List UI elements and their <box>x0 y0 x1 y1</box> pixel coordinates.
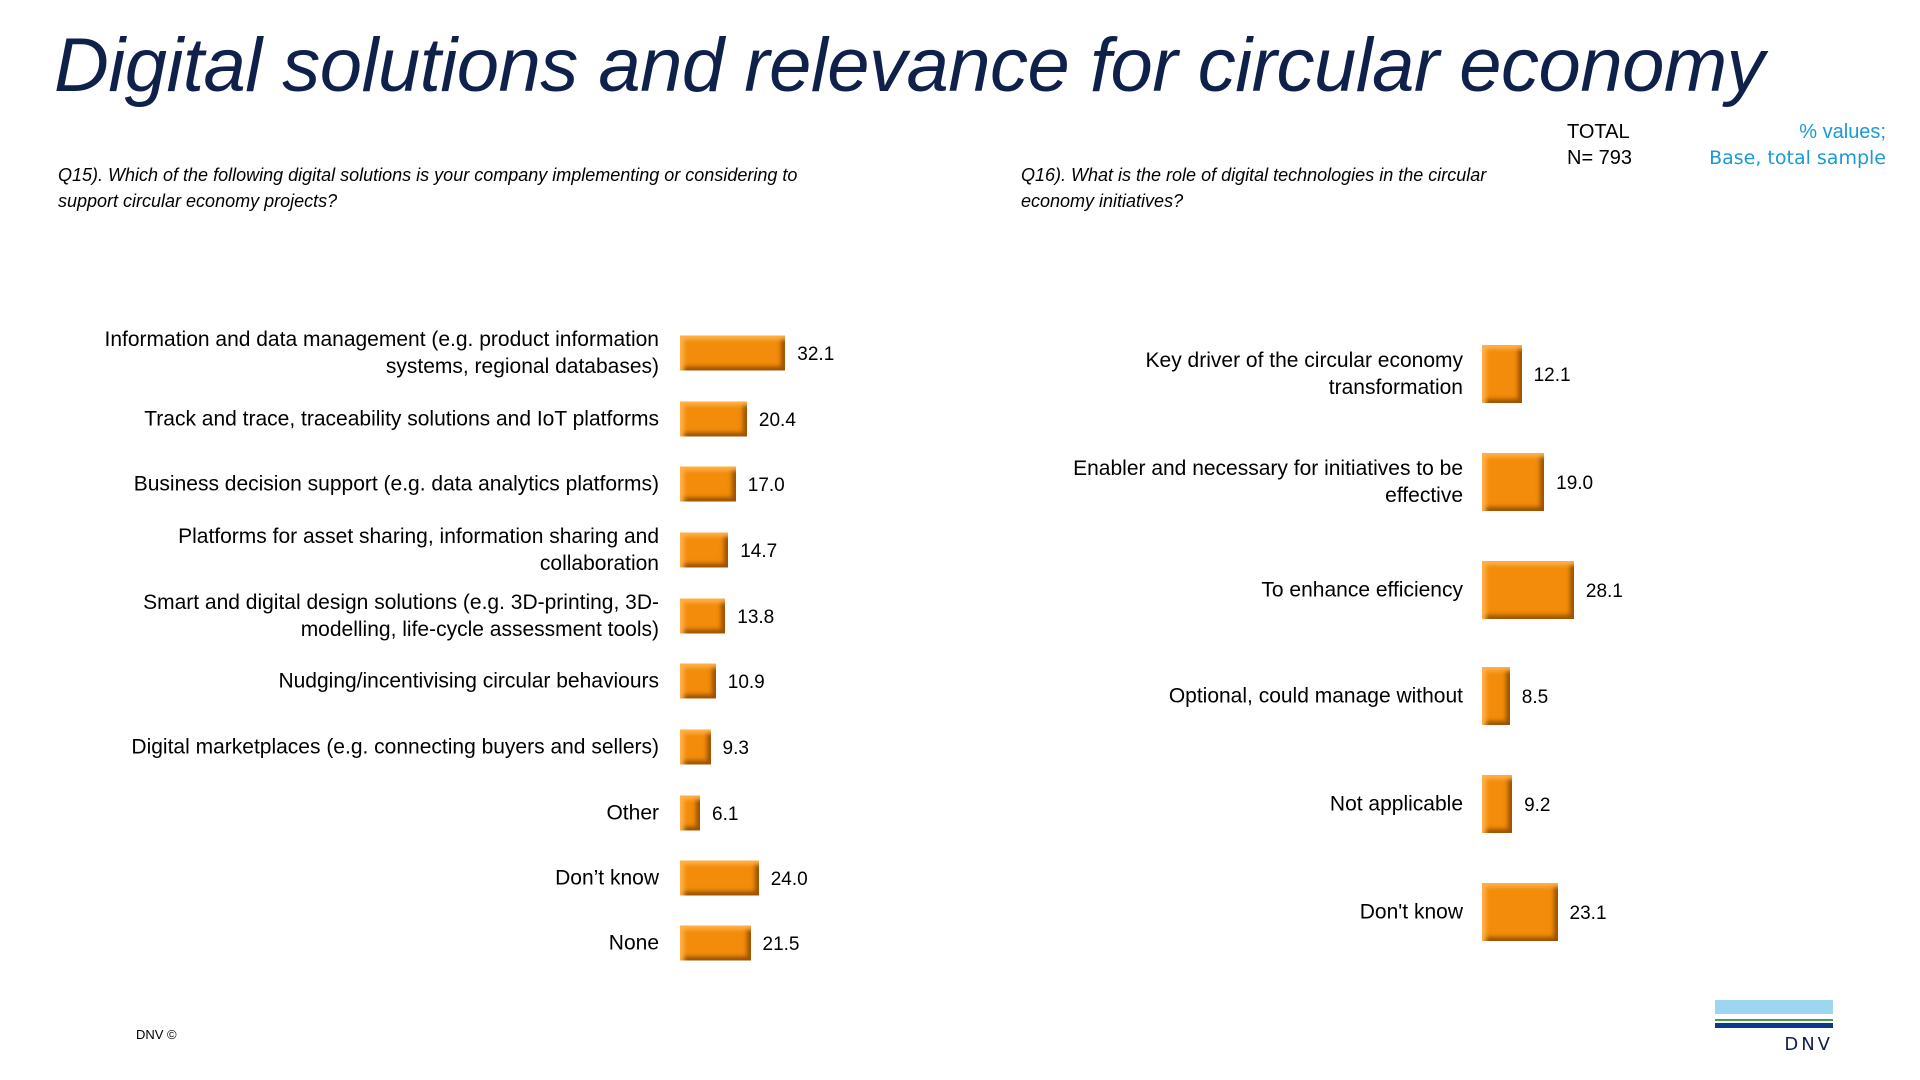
data-label: 20.4 <box>758 410 796 431</box>
data-label: 12.1 <box>1533 365 1571 386</box>
category-label: Key driver of the circular economy trans… <box>1145 349 1463 399</box>
total-label: TOTAL <box>1567 121 1630 143</box>
data-label: 14.7 <box>740 541 778 562</box>
bar <box>680 598 726 634</box>
question-q15: Q15). Which of the following digital sol… <box>58 165 798 211</box>
bar <box>1482 345 1522 403</box>
bar <box>1482 561 1574 619</box>
data-label: 8.5 <box>1521 687 1549 708</box>
category-label: Enabler and necessary for initiatives to… <box>1073 457 1463 507</box>
dnv-logo: DNV <box>1715 1000 1833 1052</box>
total-n: N= 793 <box>1567 147 1633 169</box>
category-label: Information and data management (e.g. pr… <box>104 328 660 378</box>
bar <box>1482 453 1545 511</box>
chart-q15: Information and data management (e.g. pr… <box>104 328 835 961</box>
bar <box>680 401 747 437</box>
category-label: Digital marketplaces (e.g. connecting bu… <box>131 735 659 759</box>
bar <box>680 466 736 502</box>
category-label: Smart and digital design solutions (e.g.… <box>143 591 659 641</box>
category-label: Don't know <box>1359 900 1463 924</box>
base-line2: Base, total sample <box>1709 147 1886 169</box>
bar <box>680 335 786 371</box>
data-label: 21.5 <box>762 934 800 955</box>
category-label: Platforms for asset sharing, information… <box>178 525 659 575</box>
data-label: 9.2 <box>1524 795 1551 816</box>
data-label: 6.1 <box>712 804 739 825</box>
data-label: 17.0 <box>747 475 785 496</box>
bar <box>680 663 716 699</box>
category-label: Business decision support (e.g. data ana… <box>133 472 659 496</box>
bar <box>680 795 700 831</box>
data-label: 24.0 <box>770 869 808 890</box>
category-label: To enhance efficiency <box>1261 578 1463 602</box>
bar <box>680 729 711 765</box>
bar <box>1482 883 1558 941</box>
base-line1: % values; <box>1799 121 1886 143</box>
copyright: DNV © <box>136 1027 177 1042</box>
page-title: Digital solutions and relevance for circ… <box>54 23 1765 108</box>
data-label: 32.1 <box>797 344 835 365</box>
svg-text:DNV: DNV <box>1784 1034 1833 1052</box>
total-sample: TOTAL N= 793 <box>1567 119 1632 171</box>
data-label: 23.1 <box>1569 903 1607 924</box>
base-note: % values; Base, total sample <box>1709 119 1886 171</box>
chart-q16: Key driver of the circular economy trans… <box>960 0 1920 1080</box>
data-label: 13.8 <box>737 607 775 628</box>
bar <box>1482 667 1510 725</box>
data-label: 9.3 <box>722 738 749 759</box>
category-label: Other <box>606 801 659 825</box>
bar <box>680 532 729 568</box>
bar <box>680 925 751 961</box>
category-label: Don’t know <box>555 866 659 890</box>
data-label: 19.0 <box>1556 473 1594 494</box>
category-label: Optional, could manage without <box>1168 684 1463 708</box>
question-q16: Q16). What is the role of digital techno… <box>1021 165 1487 211</box>
bar <box>680 860 759 896</box>
category-label: Not applicable <box>1329 792 1463 816</box>
data-label: 10.9 <box>727 672 765 693</box>
category-label: Nudging/incentivising circular behaviour… <box>278 669 659 693</box>
bar <box>1482 775 1513 833</box>
data-label: 28.1 <box>1585 581 1623 602</box>
category-label: Track and trace, traceability solutions … <box>144 407 659 431</box>
category-label: None <box>608 931 659 955</box>
